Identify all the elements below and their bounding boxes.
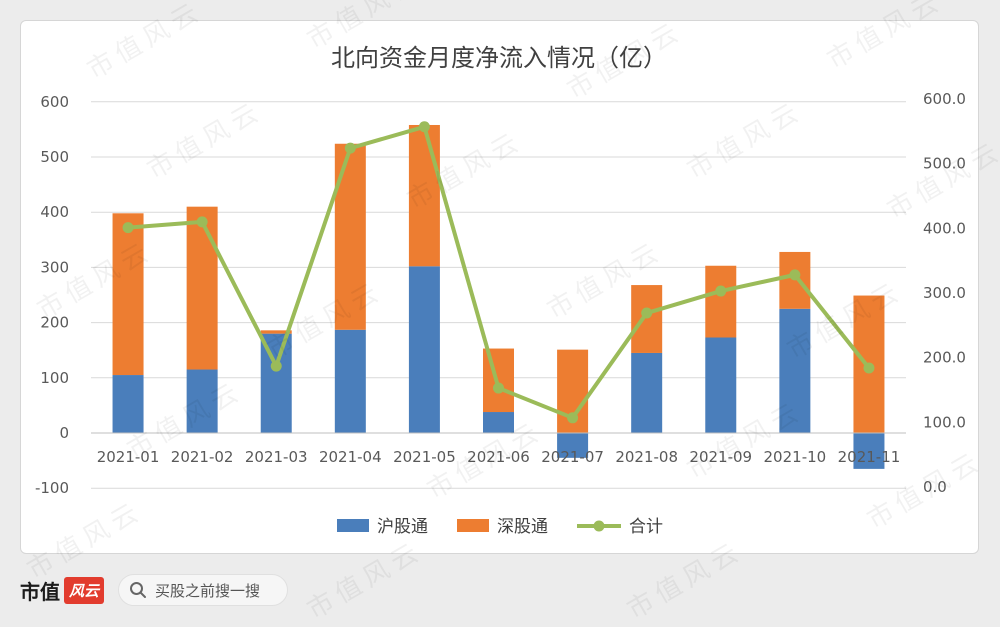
right-tick-label: 400.0 [923, 219, 966, 237]
right-tick-label: 300.0 [923, 284, 966, 302]
line-point-total [122, 222, 134, 234]
right-tick-label: 200.0 [923, 349, 966, 367]
brand-mark: 风云 [64, 576, 105, 604]
bar-hugutong [853, 433, 885, 469]
category-label: 2021-06 [467, 448, 530, 466]
left-tick-label: 0 [59, 424, 69, 442]
line-point-total [789, 269, 801, 281]
bar-hugutong [557, 433, 589, 458]
line-point-total [270, 360, 282, 372]
brand-name: 市值 [20, 579, 60, 604]
right-tick-label: 100.0 [923, 413, 966, 431]
legend-marker-total [593, 520, 605, 532]
bar-hugutong [334, 329, 366, 433]
bar-shengutong [112, 213, 144, 376]
line-point-total [418, 121, 430, 133]
line-point-total [715, 285, 727, 297]
category-label: 2021-01 [97, 448, 160, 466]
right-tick-label: 0.0 [923, 478, 947, 496]
legend-label-shengutong: 深股通 [497, 517, 548, 537]
bar-shengutong [334, 143, 366, 330]
left-tick-label: 100 [40, 369, 69, 387]
search-placeholder: 买股之前搜一搜 [155, 581, 261, 600]
line-point-total [863, 362, 875, 374]
legend-swatch-hugutong [337, 519, 369, 532]
category-label: 2021-07 [541, 448, 604, 466]
chart-card: 北向资金月度净流入情况（亿） -100 0 100 200 300 400 500 600 0.0… [20, 20, 979, 554]
line-point-total [196, 216, 208, 228]
line-point-total [641, 307, 653, 319]
left-tick-label: 300 [40, 258, 69, 276]
line-point-total [493, 382, 504, 394]
left-tick-label: 400 [40, 203, 69, 221]
bar-hugutong [631, 352, 663, 433]
right-tick-label: 500.0 [923, 155, 966, 173]
footer-bar: 市值 风云 买股之前搜一搜 [20, 568, 289, 612]
left-tick-label: 200 [40, 314, 69, 332]
left-tick-label: -100 [35, 479, 69, 497]
category-label: 2021-08 [615, 448, 678, 466]
category-label: 2021-10 [764, 448, 827, 466]
category-label: 2021-04 [319, 448, 382, 466]
legend-label-hugutong: 沪股通 [377, 517, 428, 537]
left-tick-label: 500 [40, 148, 69, 166]
line-point-total [344, 142, 356, 154]
chart: 北向资金月度净流入情况（亿） -100 0 100 200 300 400 500 600 0.0… [35, 44, 966, 537]
bar-hugutong [186, 369, 218, 433]
right-tick-label: 600.0 [923, 90, 966, 108]
bar-shengutong [260, 330, 292, 334]
legend-swatch-shengutong [457, 519, 489, 532]
bar-hugutong [112, 375, 144, 433]
bar-hugutong [779, 308, 811, 433]
legend-label-total: 合计 [629, 517, 663, 537]
left-tick-label: 600 [40, 93, 69, 111]
chart-title: 北向资金月度净流入情况（亿） [331, 44, 667, 72]
category-label: 2021-05 [393, 448, 456, 466]
bar-shengutong [408, 124, 440, 267]
category-label: 2021-09 [689, 448, 752, 466]
brand-logo[interactable]: 市值 风云 [20, 576, 105, 605]
bar-shengutong [631, 285, 663, 353]
bar-hugutong [705, 337, 737, 433]
bar-hugutong [483, 412, 514, 433]
bar-hugutong [408, 266, 440, 433]
bar-shengutong [483, 348, 514, 413]
category-label: 2021-03 [245, 448, 308, 466]
line-point-total [567, 412, 579, 424]
category-label: 2021-02 [171, 448, 234, 466]
bar-shengutong [705, 265, 737, 338]
search-icon [130, 582, 147, 598]
bar-shengutong [186, 206, 218, 370]
category-label: 2021-11 [838, 448, 901, 466]
search-box[interactable]: 买股之前搜一搜 [118, 574, 289, 606]
